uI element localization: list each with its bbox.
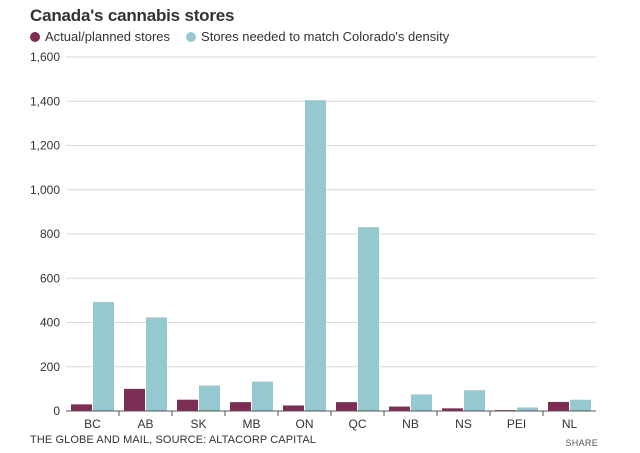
x-tick-label-pei: PEI xyxy=(507,417,526,431)
legend-item-needed: Stores needed to match Colorado's densit… xyxy=(186,29,449,44)
bar-ab-actual xyxy=(124,388,145,411)
y-tick-label-1600: 1,600 xyxy=(30,50,60,64)
bar-sk-actual xyxy=(177,399,198,411)
x-tick-label-ns: NS xyxy=(455,417,472,431)
share-button[interactable]: SHARE xyxy=(565,438,598,448)
legend-dot-needed xyxy=(186,31,197,42)
bar-sk-needed xyxy=(199,385,220,411)
legend-item-actual: Actual/planned stores xyxy=(30,29,170,44)
y-tick-label-0: 0 xyxy=(53,404,60,418)
legend-label-actual: Actual/planned stores xyxy=(45,29,171,44)
source-credit: THE GLOBE AND MAIL, SOURCE: ALTACORP CAP… xyxy=(30,434,316,446)
chart-legend: Actual/planned stores Stores needed to m… xyxy=(30,29,465,44)
x-tick-label-ab: AB xyxy=(137,417,153,431)
x-tick-label-mb: MB xyxy=(243,417,261,431)
bar-ab-needed xyxy=(146,317,167,411)
bar-pei-needed xyxy=(517,407,538,411)
y-tick-label-600: 600 xyxy=(40,271,60,285)
x-tick-label-bc: BC xyxy=(84,417,101,431)
x-tick-label-sk: SK xyxy=(190,417,206,431)
x-tick-label-qc: QC xyxy=(349,417,367,431)
bar-mb-actual xyxy=(230,402,251,411)
y-tick-label-1400: 1,400 xyxy=(30,94,60,108)
bar-ns-needed xyxy=(464,390,485,411)
bar-nl-needed xyxy=(570,399,591,411)
legend-label-needed: Stores needed to match Colorado's densit… xyxy=(201,29,450,44)
x-tick-label-nl: NL xyxy=(562,417,578,431)
y-tick-label-1200: 1,200 xyxy=(30,139,60,153)
x-tick-label-nb: NB xyxy=(402,417,419,431)
bar-qc-actual xyxy=(336,402,357,411)
y-tick-label-800: 800 xyxy=(40,227,60,241)
legend-dot-actual xyxy=(30,31,40,42)
bar-bc-actual xyxy=(71,404,92,411)
bar-on-actual xyxy=(283,405,304,411)
bar-ns-actual xyxy=(442,408,463,411)
chart-title: Canada's cannabis stores xyxy=(30,6,235,25)
y-tick-label-400: 400 xyxy=(40,316,60,330)
bar-mb-needed xyxy=(252,381,273,411)
x-tick-label-on: ON xyxy=(296,417,314,431)
bar-on-needed xyxy=(305,100,326,412)
bar-nl-actual xyxy=(548,401,569,411)
bar-nb-needed xyxy=(411,394,432,411)
y-tick-label-200: 200 xyxy=(40,360,60,374)
bar-nb-actual xyxy=(389,406,410,411)
bar-qc-needed xyxy=(358,227,379,411)
bar-bc-needed xyxy=(93,301,114,411)
y-tick-label-1000: 1,000 xyxy=(30,183,60,197)
